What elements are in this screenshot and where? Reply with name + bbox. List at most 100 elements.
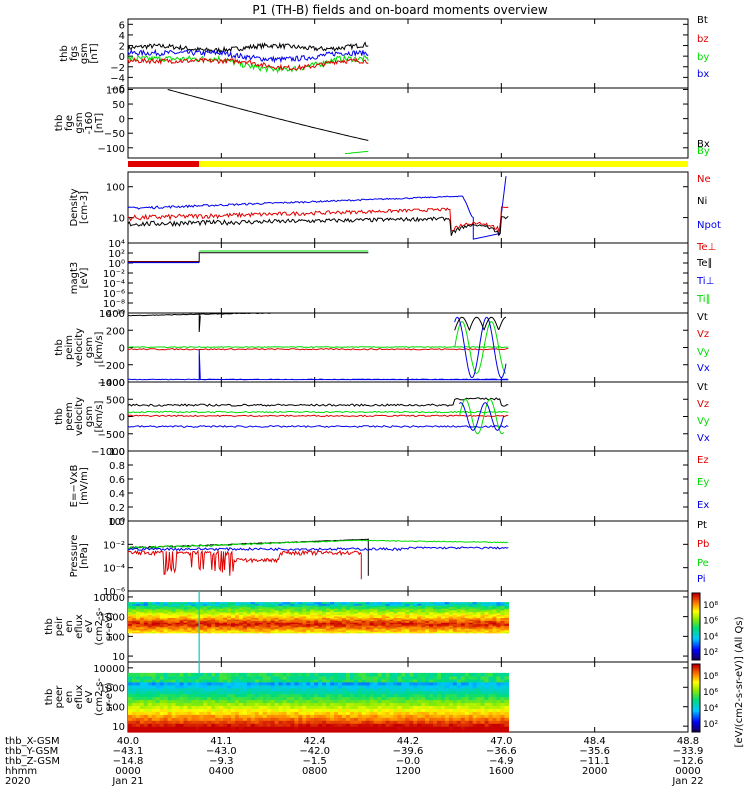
spectrogram-cell-peir — [306, 625, 311, 628]
spectrogram-cell-peir — [171, 611, 177, 614]
spectrogram-cell-peer — [262, 696, 268, 701]
spectrogram-cell-peer — [167, 681, 173, 686]
spectrogram-cell-peir — [274, 606, 280, 609]
spectrogram-cell-peer — [286, 708, 292, 712]
spectrogram-cell-peir — [381, 629, 387, 632]
spectrogram-cell-peir — [254, 608, 260, 611]
spectrogram-cell-peir — [365, 628, 371, 631]
spectrogram-cell-peer — [286, 717, 292, 721]
spectrogram-cell-peir — [397, 619, 402, 622]
spectrogram-cell-peer — [151, 672, 157, 677]
y-axis-label-line: gsm — [84, 406, 95, 427]
spectrogram-cell-peir — [314, 622, 319, 625]
spectrogram-cell-peir — [207, 614, 212, 617]
spectrogram-cell-peir — [246, 619, 252, 622]
spectrogram-cell-peir — [484, 623, 490, 626]
spectrogram-cell-peir — [500, 628, 505, 631]
spectrogram-cell-peir — [195, 628, 200, 631]
spectrogram-cell-peer — [361, 723, 367, 727]
spectrogram-cell-peer — [318, 684, 323, 689]
spectrogram-cell-peer — [219, 711, 224, 715]
spectrogram-cell-peer — [437, 696, 442, 701]
spectrogram-cell-peir — [393, 617, 398, 620]
spectrogram-cell-peer — [488, 714, 494, 718]
spectrogram-cell-peir — [314, 619, 319, 622]
spectrogram-cell-peir — [468, 628, 474, 631]
spectrogram-cell-peir — [290, 622, 295, 625]
spectrogram-cell-peir — [500, 611, 505, 614]
spectrogram-cell-peir — [128, 623, 133, 626]
spectrogram-cell-peer — [211, 693, 216, 698]
spectrogram-cell-peer — [167, 699, 173, 704]
spectrogram-cell-peer — [464, 705, 470, 709]
spectrogram-cell-peir — [211, 628, 216, 631]
spectrogram-cell-peer — [401, 687, 406, 692]
spectrogram-cell-peer — [128, 702, 133, 706]
spectrogram-cell-peer — [401, 696, 406, 701]
spectrogram-cell-peir — [460, 614, 466, 617]
spectrogram-cell-peer — [298, 687, 303, 692]
spectrogram-cell-peir — [488, 619, 494, 622]
legend-pressure-Pt: Pt — [697, 520, 707, 531]
spectrogram-cell-peer — [389, 684, 395, 689]
spectrogram-cell-peer — [270, 675, 276, 680]
y-axis-label-line: en — [64, 691, 75, 704]
spectrogram-cell-peer — [421, 714, 426, 718]
spectrogram-cell-peir — [456, 602, 462, 605]
spectrogram-cell-peer — [274, 681, 280, 686]
spectrogram-cell-peer — [270, 696, 276, 701]
y-axis-label-line: thb — [54, 115, 65, 132]
spectrogram-cell-peer — [397, 678, 402, 683]
spectrogram-cell-peer — [159, 675, 165, 680]
spectrogram-cell-peer — [199, 684, 204, 689]
spectrogram-cell-peer — [179, 714, 185, 718]
spectrogram-cell-peer — [377, 672, 383, 677]
spectrogram-cell-peir — [393, 619, 398, 622]
spectrogram-cell-peir — [215, 614, 220, 617]
spectrogram-cell-peer — [480, 675, 486, 680]
spectrogram-cell-peir — [401, 617, 406, 620]
spectrogram-cell-peer — [227, 705, 232, 709]
spectrogram-cell-peer — [369, 711, 375, 715]
spectrogram-cell-peer — [282, 717, 288, 721]
spectrogram-cell-peir — [448, 628, 454, 631]
spectrogram-cell-peer — [203, 726, 208, 730]
spectrogram-cell-peer — [456, 693, 462, 698]
spectrogram-cell-peer — [330, 708, 335, 712]
spectrogram-cell-peir — [139, 617, 145, 620]
series-Vz — [127, 414, 509, 418]
spectrogram-cell-peir — [219, 608, 224, 611]
spectrogram-cell-peer — [242, 705, 248, 709]
spectrogram-cell-peir — [345, 628, 351, 631]
spectrogram-cell-peir — [429, 619, 434, 622]
spectrogram-cell-peer — [274, 684, 280, 689]
spectrogram-cell-peer — [448, 702, 454, 706]
spectrogram-cell-peer — [448, 675, 454, 680]
spectrogram-cell-peer — [195, 714, 200, 718]
spectrogram-cell-peer — [326, 726, 331, 730]
spectrogram-cell-peer — [258, 699, 264, 704]
spectrogram-cell-peer — [159, 723, 165, 727]
spectrogram-cell-peir — [175, 605, 181, 608]
spectrogram-cell-peer — [219, 684, 224, 689]
spectrogram-cell-peir — [425, 628, 430, 631]
spectrogram-cell-peer — [341, 693, 347, 698]
spectrogram-cell-peir — [175, 606, 181, 609]
spectrogram-cell-peer — [318, 726, 323, 730]
spectrogram-cell-peer — [223, 705, 228, 709]
series-Bt — [127, 41, 369, 54]
spectrogram-cell-peer — [310, 675, 315, 680]
legend-magt3-Ti⊥: Ti⊥ — [696, 276, 714, 287]
spectrogram-cell-peer — [496, 711, 501, 715]
spectrogram-cell-peer — [163, 690, 169, 695]
spectrogram-cell-peir — [484, 629, 490, 632]
spectrogram-cell-peir — [258, 606, 264, 609]
spectrogram-cell-peir — [441, 620, 446, 623]
spectrogram-cell-peir — [227, 623, 232, 626]
y-tick-label: 200 — [106, 326, 125, 337]
spectrogram-cell-peir — [322, 629, 327, 632]
spectrogram-cell-peer — [357, 684, 363, 689]
y-tick-label: 10 — [112, 214, 125, 225]
spectrogram-cell-peir — [397, 631, 402, 634]
spectrogram-cell-peer — [441, 729, 446, 733]
